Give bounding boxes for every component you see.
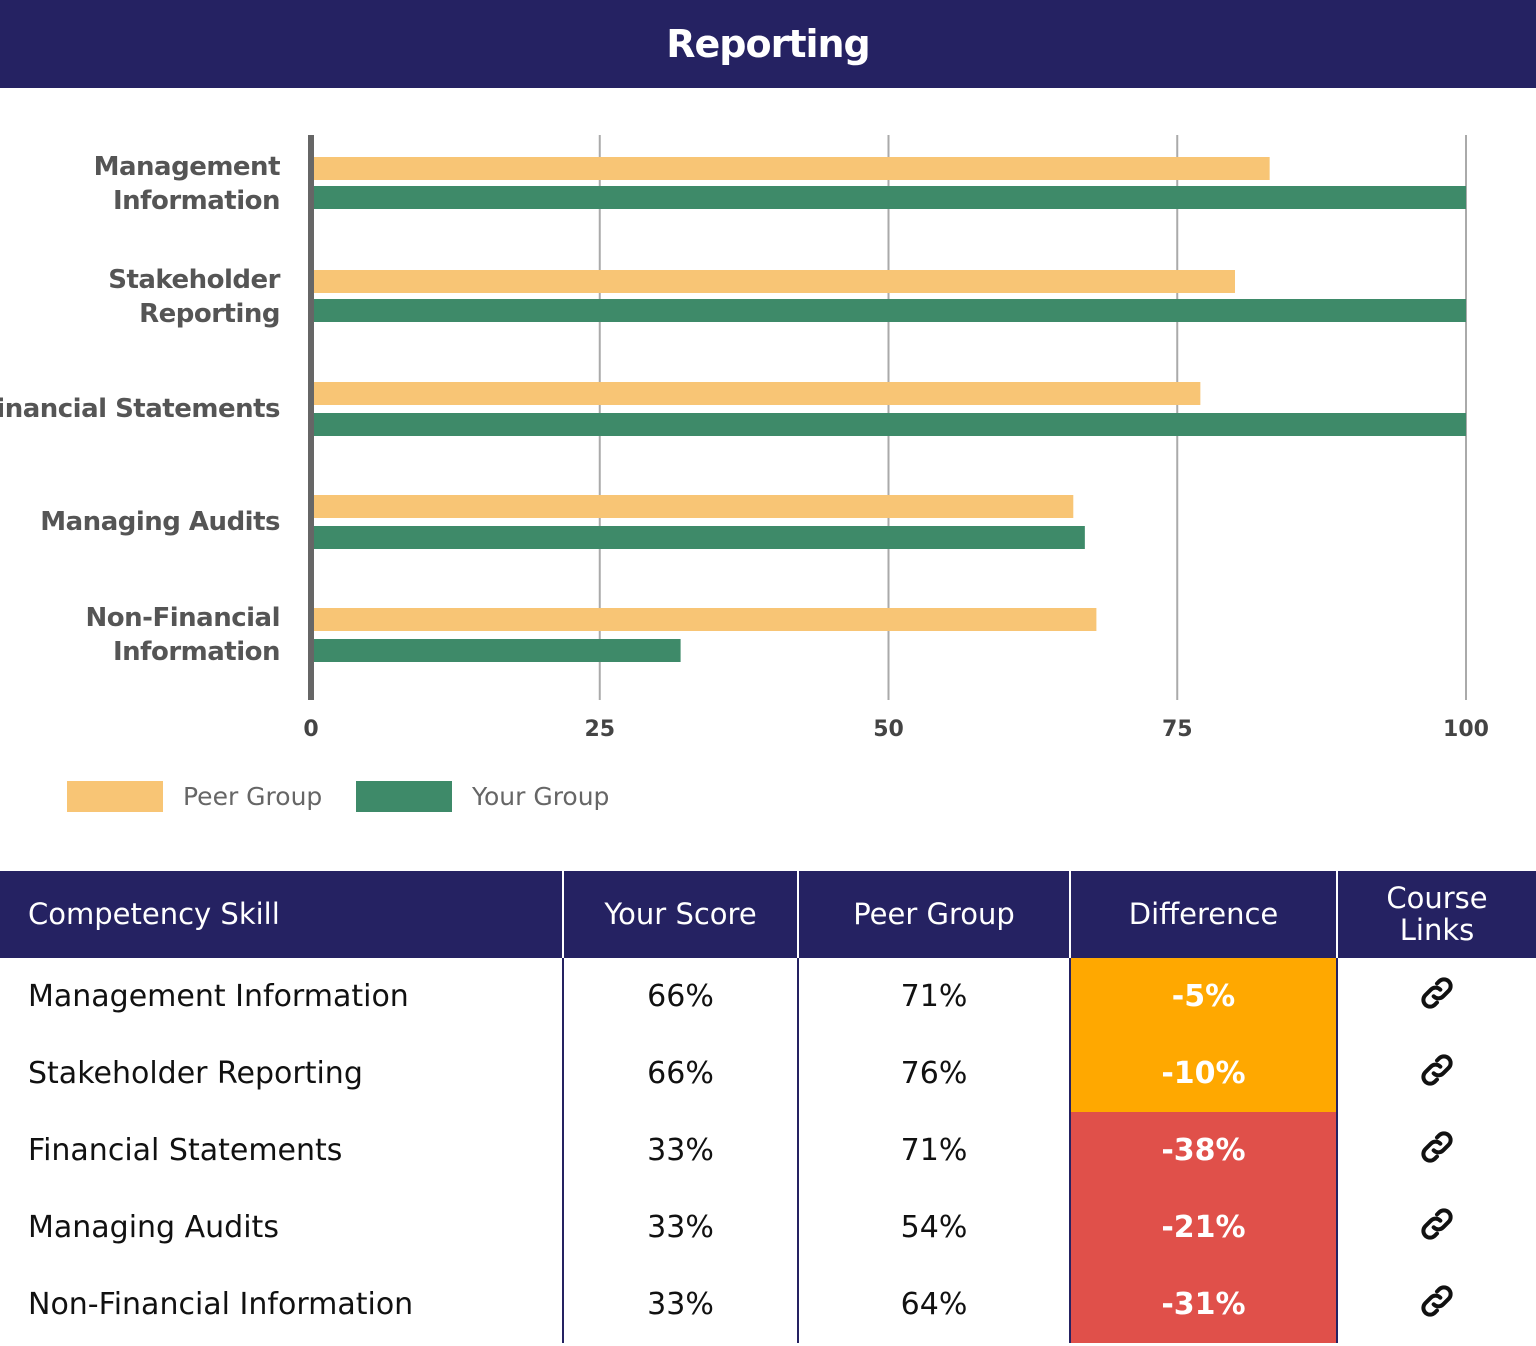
bar-peer-group bbox=[311, 270, 1235, 293]
bar-peer-group bbox=[311, 495, 1074, 518]
header-skill: Competency Skill bbox=[0, 871, 563, 958]
header-your-score: Your Score bbox=[562, 871, 798, 958]
y-category-label: Non-Financial bbox=[86, 603, 280, 633]
y-category-label: Reporting bbox=[139, 299, 280, 329]
bar-peer-group bbox=[311, 382, 1201, 405]
header-course-links: Course Links bbox=[1336, 871, 1536, 958]
bar-your-group bbox=[311, 186, 1466, 209]
header-peer-group: Peer Group bbox=[797, 871, 1070, 958]
bar-your-group bbox=[311, 526, 1085, 549]
table-row: Financial Statements 33% 71% -38% bbox=[0, 1112, 1536, 1189]
page-title: Reporting bbox=[0, 0, 1536, 88]
table-row: Stakeholder Reporting 66% 76% -10% bbox=[0, 1035, 1536, 1112]
x-tick-label: 100 bbox=[1443, 717, 1489, 742]
legend-label-peer: Peer Group bbox=[183, 782, 323, 811]
peer-group-cell: 71% bbox=[797, 1112, 1070, 1189]
course-link-cell[interactable] bbox=[1336, 1189, 1536, 1266]
legend-your-group: Your Group bbox=[356, 781, 609, 812]
your-score-cell: 66% bbox=[562, 1035, 798, 1112]
bar-your-group bbox=[311, 299, 1466, 322]
y-category-label: Management bbox=[94, 152, 280, 182]
table-row: Management Information 66% 71% -5% bbox=[0, 958, 1536, 1035]
table-row: Managing Audits 33% 54% -21% bbox=[0, 1189, 1536, 1266]
difference-cell: -38% bbox=[1069, 1112, 1337, 1189]
link-icon[interactable] bbox=[1417, 973, 1457, 1013]
skill-cell: Managing Audits bbox=[28, 1210, 279, 1245]
bar-your-group bbox=[311, 639, 681, 662]
peer-group-cell: 54% bbox=[797, 1189, 1070, 1266]
course-link-cell[interactable] bbox=[1336, 1035, 1536, 1112]
peer-group-cell: 64% bbox=[797, 1266, 1070, 1343]
y-category-label: Information bbox=[113, 186, 280, 216]
bar-peer-group bbox=[311, 608, 1097, 631]
your-score-cell: 33% bbox=[562, 1112, 798, 1189]
header-difference: Difference bbox=[1069, 871, 1337, 958]
skill-cell: Management Information bbox=[28, 979, 409, 1014]
y-category-label: Information bbox=[113, 637, 280, 667]
link-icon[interactable] bbox=[1417, 1050, 1457, 1090]
y-category-label: Stakeholder bbox=[108, 265, 280, 295]
y-category-label: Financial Statements bbox=[0, 394, 280, 424]
x-tick-label: 25 bbox=[584, 717, 615, 742]
header-course-links-label: Course Links bbox=[1386, 880, 1488, 947]
competency-table: Competency Skill Your Score Peer Group D… bbox=[0, 871, 1536, 1343]
skill-cell: Financial Statements bbox=[28, 1133, 343, 1168]
skill-cell: Non-Financial Information bbox=[28, 1287, 414, 1322]
link-icon[interactable] bbox=[1417, 1204, 1457, 1244]
legend-swatch-peer bbox=[67, 781, 163, 812]
peer-group-cell: 71% bbox=[797, 958, 1070, 1035]
difference-cell: -31% bbox=[1069, 1266, 1337, 1343]
x-tick-label: 0 bbox=[303, 717, 318, 742]
skill-cell: Stakeholder Reporting bbox=[28, 1056, 363, 1091]
course-link-cell[interactable] bbox=[1336, 958, 1536, 1035]
your-score-cell: 33% bbox=[562, 1189, 798, 1266]
difference-cell: -10% bbox=[1069, 1035, 1337, 1112]
peer-group-cell: 76% bbox=[797, 1035, 1070, 1112]
x-tick-label: 75 bbox=[1162, 717, 1193, 742]
legend-peer-group: Peer Group bbox=[67, 781, 322, 812]
legend-swatch-your bbox=[356, 781, 452, 812]
your-score-cell: 33% bbox=[562, 1266, 798, 1343]
difference-cell: -5% bbox=[1069, 958, 1337, 1035]
course-link-cell[interactable] bbox=[1336, 1112, 1536, 1189]
x-tick-label: 50 bbox=[873, 717, 904, 742]
course-link-cell[interactable] bbox=[1336, 1266, 1536, 1343]
difference-cell: -21% bbox=[1069, 1189, 1337, 1266]
table-row: Non-Financial Information 33% 64% -31% bbox=[0, 1266, 1536, 1343]
bar-chart: 0 25 50 75 100 Management Information Stakehold… bbox=[0, 135, 1489, 742]
bar-peer-group bbox=[311, 157, 1270, 180]
link-icon[interactable] bbox=[1417, 1281, 1457, 1321]
legend-label-your: Your Group bbox=[472, 782, 610, 811]
bar-your-group bbox=[311, 413, 1466, 436]
link-icon[interactable] bbox=[1417, 1127, 1457, 1167]
y-category-label: Managing Audits bbox=[40, 507, 280, 537]
your-score-cell: 66% bbox=[562, 958, 798, 1035]
